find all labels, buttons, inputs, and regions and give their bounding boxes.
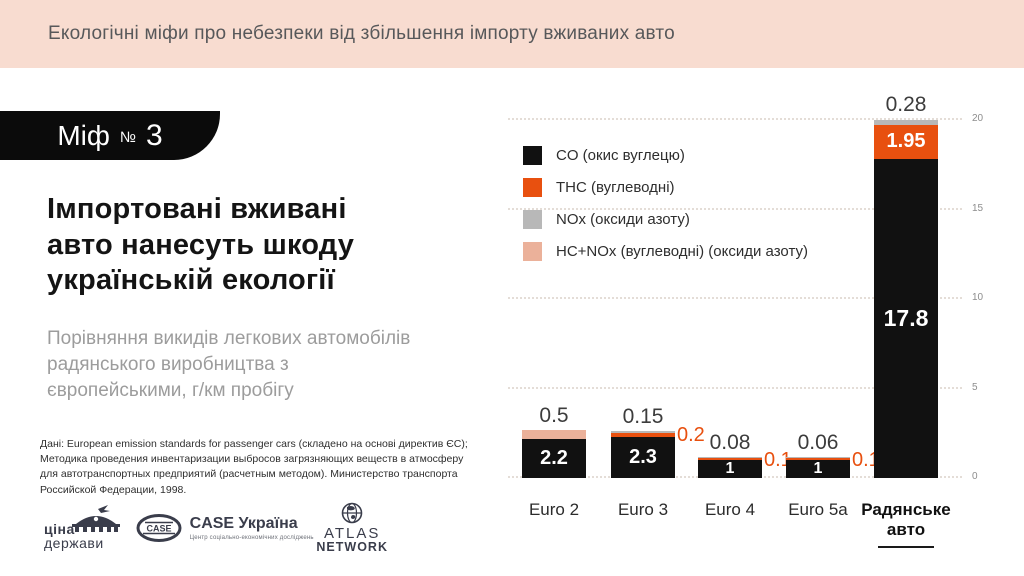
bar-segment-NOx [786,457,850,459]
bar-top-label: 0.15 [622,404,664,428]
bar-segment-NOx [874,119,938,125]
bar-value-label: 2.3 [629,445,657,468]
y-tick-label: 10 [972,292,984,303]
bar-segment-CO: 2.3 [611,436,675,478]
legend-item: HC+NOx (вуглеводні) (оксиди азоту) [523,242,808,261]
subtitle: Порівняння викидів легкових автомобілів … [47,328,411,402]
legend-swatch [523,242,542,261]
thc-side-label: 0.1 [852,449,880,472]
y-tick-label: 15 [972,202,984,214]
bar-value-label: 1 [725,460,735,478]
gridline: 15 [508,203,983,214]
bar-segment-THC [786,458,850,461]
legend-label: THC (вуглеводні) [556,179,675,196]
category-label: Euro 5a [758,500,878,520]
bar-value-label: 17.8 [883,305,929,332]
bar-top-label: 0.28 [885,93,927,117]
legend-swatch [523,178,542,197]
bar-Euro 3: 2.3 0.2 0.15 [611,405,705,478]
bar-value-label: 2.2 [540,446,568,469]
tsina-logo-text-1: ціна [44,520,75,537]
category-label: Euro 3 [583,500,703,520]
tsina-logo-text-2: держави [44,534,104,551]
header-banner: Екологічні міфи про небезпеки від збільш… [0,0,1024,68]
bar-segment-HC+NOx [522,429,586,439]
myth-badge: Міф № 3 [0,111,220,160]
category-label-text: Euro 2 [528,500,580,519]
category-label: Euro 4 [670,500,790,520]
myth-badge-word: Міф [57,119,110,151]
gridline: 20 [508,113,983,124]
bar-Радянське авто: 17.8 1.95 0.28 [874,93,938,478]
bar-value-label: 1 [813,460,823,478]
legend-label: HC+NOx (вуглеводні) (оксиди азоту) [556,243,808,260]
bar-Euro 2: 2.2 0.5 [522,404,586,478]
legend-label: CO (окис вуглецю) [556,147,685,164]
case-logo-text: CASE Україна Центр соціально-економічних… [190,515,314,541]
numero-sign: № [119,128,136,146]
category-label-text: Радянське авто [861,500,951,540]
category-label-text: Euro 5a [788,500,848,519]
bar-segment-THC [698,458,762,461]
case-logo-subtitle: Центр соціально-економічних досліджень [189,534,314,541]
legend: CO (окис вуглецю) THC (вуглеводні) NOx (ок… [523,146,808,261]
bar-segment-THC [611,433,675,437]
y-tick-label: 0 [972,471,978,482]
bar-top-label: 0.5 [539,403,569,427]
bar-segment-NOx [698,456,762,459]
category-label-text: Euro 4 [704,500,756,519]
legend-item: CO (окис вуглецю) [523,146,808,165]
svg-text:CASE: CASE [146,523,171,533]
legend-item: NOx (оксиди азоту) [523,210,808,229]
parliament-bird-icon [72,504,120,532]
category-label: Euro 2 [494,500,614,520]
logo-row: ціна держави CASE CASE Україна Центр соц… [40,502,388,554]
legend-item: THC (вуглеводні) [523,178,808,197]
bar-segment-NOx [611,430,675,434]
y-tick-label: 5 [972,381,978,393]
thc-side-label: 0.1 [764,449,792,472]
globe-icon [341,502,363,524]
thc-side-label: 0.2 [677,424,705,447]
plot-area: 0 5 10 15 20 2.2 0.5 2.3 0.2 0.15 1 0.1 0.08 1 0.1 0.06… [508,93,983,482]
legend-swatch [523,210,542,229]
legend-swatch [523,146,542,165]
case-oval-icon: CASE [136,513,182,542]
y-tick-label: 20 [972,113,984,124]
gridline: 5 [508,382,978,393]
bar-Euro 4: 1 0.1 0.08 [698,431,792,478]
bar-value-label: 1.95 [886,130,926,153]
bar-top-label: 0.08 [709,430,751,454]
category-label-text: Euro 3 [617,500,669,519]
page-title: Екологічні міфи про небезпеки від збільш… [48,23,675,44]
source-note: Дані: European emission standards for pa… [40,438,468,496]
legend-label: NOx (оксиди азоту) [556,211,690,228]
atlas-network-logo: ATLAS NETWORK [316,502,388,554]
bar-top-label: 0.06 [797,431,839,455]
bar-segment-CO: 1 [786,460,850,478]
tsina-derzhavy-logo: ціна держави [40,504,132,552]
gridline: 10 [508,292,983,303]
bar-segment-THC: 1.95 [874,124,938,160]
bar-Euro 5a: 1 0.1 0.06 [786,431,880,478]
atlas-logo-text-2: NETWORK [316,540,388,554]
category-label: Радянське авто [846,500,966,549]
bar-segment-CO: 17.8 [874,159,938,478]
headline: Імпортовані вживані авто нанесуть шкоду … [47,193,355,297]
chart: 0 5 10 15 20 2.2 0.5 2.3 0.2 0.15 1 0.1 0.08 1 0.1 0.06… [508,93,1018,570]
case-ukraine-logo: CASE CASE Україна Центр соціально-економ… [135,512,314,544]
bar-segment-CO: 2.2 [522,438,586,478]
atlas-logo-text-1: ATLAS [323,525,381,542]
case-logo-title: CASE Україна [189,514,298,532]
bar-segment-CO: 1 [698,460,762,478]
category-underline [878,546,934,549]
myth-number: 3 [146,118,163,152]
